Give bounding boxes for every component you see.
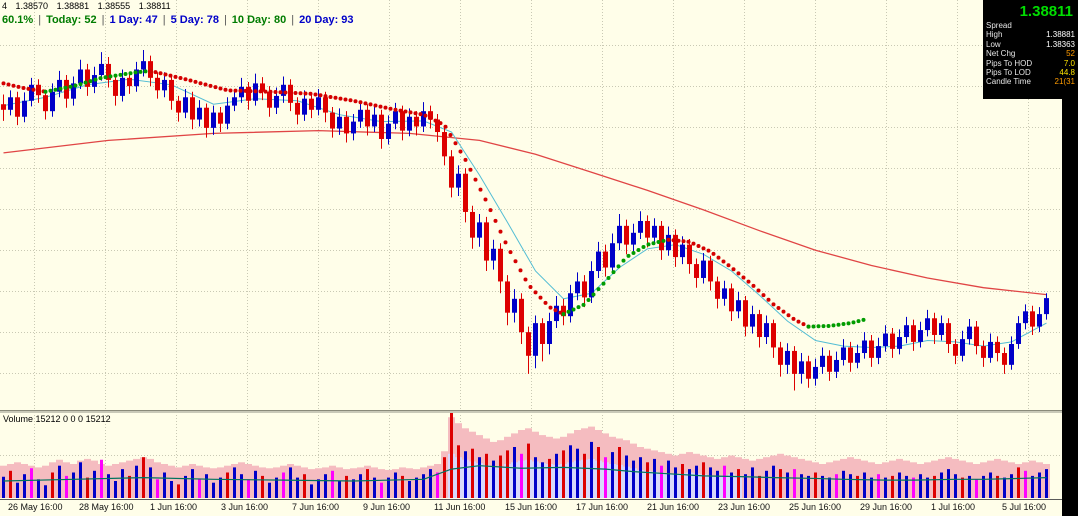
separator: | — [101, 14, 105, 26]
range-stat: 20 Day: 93 — [299, 14, 354, 26]
info-label: Pips To LOD — [986, 68, 1031, 78]
info-value: 1.38363 — [1046, 39, 1075, 49]
info-label: Spread — [986, 21, 1012, 30]
ohlc-readout: 4 1.38570 1.38881 1.38555 1.38811 — [2, 1, 177, 11]
time-label: 25 Jun 16:00 — [789, 502, 842, 512]
time-label: 29 Jun 16:00 — [860, 502, 913, 512]
separator: | — [38, 14, 42, 26]
time-axis[interactable]: 26 May 16:00 28 May 16:00 1 Jun 16:00 3 Jun… — [0, 501, 1078, 516]
time-label: 28 May 16:00 — [79, 502, 134, 512]
info-label: Pips To HOD — [986, 58, 1033, 68]
info-label: High — [986, 30, 1003, 40]
open-value: 1.38570 — [15, 1, 49, 11]
range-stats-line: 60.1% | Today: 52 | 1 Day: 47 | 5 Day: 78 | 10 D… — [2, 14, 354, 26]
range-stat: 1 Day: 47 — [109, 14, 158, 26]
info-rows: Spread High 1.38881 Low 1.38363 Net Chg 52 Pips… — [986, 21, 1075, 87]
info-value: 52 — [1066, 49, 1075, 59]
info-row: Net Chg 52 — [986, 49, 1075, 58]
range-stat: 10 Day: 80 — [231, 14, 287, 26]
volume-indicator-label: Volume 15212 0 0 0 15212 — [3, 414, 111, 424]
axis-separator — [0, 499, 1078, 500]
info-row: Low 1.38363 — [986, 40, 1075, 49]
time-label: 5 Jul 16:00 — [1002, 502, 1047, 512]
info-row: High 1.38881 — [986, 30, 1075, 39]
time-label: 15 Jun 16:00 — [505, 502, 558, 512]
info-row: Candle Time 21(31 — [986, 77, 1075, 86]
time-label: 7 Jun 16:00 — [292, 502, 340, 512]
time-label: 3 Jun 16:00 — [221, 502, 269, 512]
close-value: 1.38811 — [138, 1, 171, 11]
info-value: 7.0 — [1063, 58, 1075, 68]
symbol-fragment: 4 — [2, 1, 8, 11]
info-label: Candle Time — [986, 77, 1031, 87]
info-value: 1.38881 — [1046, 30, 1075, 40]
time-label: 9 Jun 16:00 — [363, 502, 411, 512]
time-label: 17 Jun 16:00 — [576, 502, 629, 512]
separator: | — [223, 14, 227, 26]
info-label: Net Chg — [986, 49, 1016, 59]
market-info-panel: 1.38811 Spread High 1.38881 Low 1.38363 Net C… — [983, 0, 1078, 99]
range-stat: Today: 52 — [46, 14, 97, 26]
time-label: 1 Jul 16:00 — [931, 502, 976, 512]
time-label: 26 May 16:00 — [8, 502, 63, 512]
high-value: 1.38881 — [56, 1, 90, 11]
pane-separator[interactable] — [0, 410, 1078, 413]
time-label: 11 Jun 16:00 — [434, 502, 486, 512]
info-label: Low — [986, 39, 1001, 49]
info-row: Spread — [986, 21, 1075, 30]
info-value: 44.8 — [1059, 68, 1075, 78]
info-row: Pips To LOD 44.8 — [986, 68, 1075, 77]
separator: | — [162, 14, 166, 26]
info-value: 21(31 — [1054, 77, 1075, 87]
range-stat: 5 Day: 78 — [170, 14, 219, 26]
separator: | — [291, 14, 295, 26]
info-row: Pips To HOD 7.0 — [986, 59, 1075, 68]
current-price: 1.38811 — [1019, 3, 1073, 20]
low-value: 1.38555 — [97, 1, 131, 11]
time-label: 21 Jun 16:00 — [647, 502, 700, 512]
time-label: 1 Jun 16:00 — [150, 502, 198, 512]
price-axis-strip[interactable] — [1062, 0, 1078, 516]
time-label: 23 Jun 16:00 — [718, 502, 771, 512]
adr-percent: 60.1% — [2, 14, 34, 26]
